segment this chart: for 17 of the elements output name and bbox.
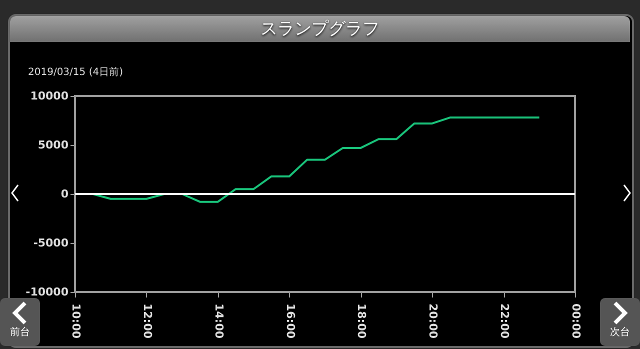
chart-subtitle: 2019/03/15 (4日前): [28, 66, 123, 79]
x-tick-label: 22:00: [498, 304, 512, 339]
x-tick-label: 18:00: [355, 304, 368, 339]
x-tick-label: 16:00: [284, 304, 297, 339]
text: 前台: [10, 327, 30, 338]
y-tick-label: 10000: [30, 90, 69, 102]
x-tick-label: 00:00: [570, 304, 582, 339]
x-tick-label: 12:00: [140, 304, 154, 339]
y-tick-label: 0: [60, 188, 69, 200]
x-tick-label: 20:00: [426, 304, 440, 339]
chart-title: スランプグラフ: [10, 16, 630, 42]
x-tick-label: 10:00: [70, 304, 82, 339]
y-tick-label: -5000: [33, 236, 69, 250]
y-tick-label: -10000: [26, 286, 69, 298]
y-tick-label: 5000: [38, 138, 69, 152]
x-tick-label: 14:00: [212, 304, 226, 339]
text: 次台: [610, 327, 630, 338]
